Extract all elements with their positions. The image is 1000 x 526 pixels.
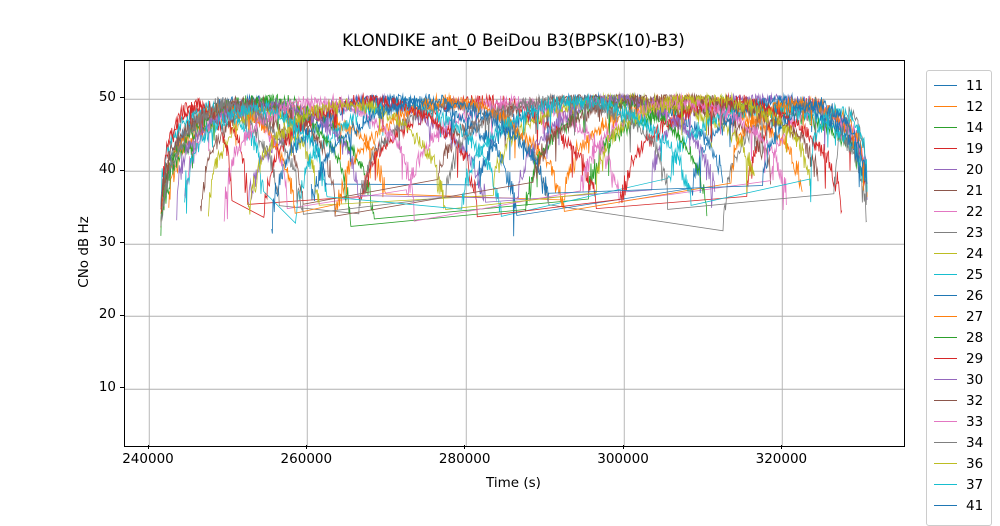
legend-item-11: 11 bbox=[927, 75, 991, 96]
legend-label: 24 bbox=[966, 245, 984, 262]
legend-item-29: 29 bbox=[927, 348, 991, 369]
legend-item-32: 32 bbox=[927, 390, 991, 411]
legend-item-20: 20 bbox=[927, 159, 991, 180]
legend-item-34: 34 bbox=[927, 432, 991, 453]
legend-line-swatch bbox=[934, 504, 957, 507]
legend-line-swatch bbox=[934, 231, 957, 234]
legend-label: 12 bbox=[966, 98, 984, 115]
legend-item-37: 37 bbox=[927, 474, 991, 495]
legend-line-swatch bbox=[934, 273, 957, 276]
legend-item-28: 28 bbox=[927, 327, 991, 348]
legend-line-swatch bbox=[934, 84, 957, 87]
legend-item-33: 33 bbox=[927, 411, 991, 432]
y-tick-label: 30 bbox=[98, 233, 116, 250]
legend-item-26: 26 bbox=[927, 285, 991, 306]
y-tick-mark bbox=[120, 314, 124, 316]
legend-line-swatch bbox=[934, 147, 957, 150]
x-tick-label: 300000 bbox=[597, 451, 649, 467]
chart-canvas bbox=[124, 60, 904, 446]
legend-line-swatch bbox=[934, 210, 957, 213]
legend-label: 19 bbox=[966, 140, 984, 157]
x-tick-label: 240000 bbox=[122, 451, 174, 467]
figure: { "chart_data": { "type": "line", "title… bbox=[76, 31, 992, 526]
x-tick-mark bbox=[622, 445, 624, 449]
x-tick-label: 280000 bbox=[438, 451, 491, 467]
chart-title: KLONDIKE ant_0 BeiDou B3(BPSK(10)-B3) bbox=[342, 31, 685, 50]
legend-item-19: 19 bbox=[927, 138, 991, 159]
legend-item-22: 22 bbox=[927, 201, 991, 222]
legend-line-swatch bbox=[934, 378, 957, 381]
legend-label: 23 bbox=[966, 224, 984, 241]
legend-line-swatch bbox=[934, 294, 957, 297]
legend-label: 34 bbox=[966, 434, 984, 451]
legend-line-swatch bbox=[934, 252, 957, 255]
legend-label: 21 bbox=[966, 182, 984, 199]
y-tick-mark bbox=[120, 387, 124, 389]
legend-line-swatch bbox=[934, 399, 957, 402]
legend-label: 11 bbox=[966, 77, 984, 94]
legend-item-23: 23 bbox=[927, 222, 991, 243]
y-tick-mark bbox=[120, 97, 124, 99]
legend-item-27: 27 bbox=[927, 306, 991, 327]
legend-line-swatch bbox=[934, 462, 957, 465]
y-tick-label: 50 bbox=[98, 88, 116, 105]
legend-label: 30 bbox=[966, 371, 984, 388]
legend-label: 25 bbox=[966, 266, 984, 283]
x-tick-mark bbox=[305, 445, 307, 449]
legend: 11 12 14 19 20 21 22 23 24 25 26 27 28 29 30 32 33 34 36 37… bbox=[926, 70, 992, 526]
legend-item-21: 21 bbox=[927, 180, 991, 201]
legend-label: 14 bbox=[966, 119, 984, 136]
legend-line-swatch bbox=[934, 126, 957, 129]
legend-label: 27 bbox=[966, 308, 984, 325]
x-axis-label: Time (s) bbox=[486, 475, 541, 491]
y-axis-label: CNo dB Hz bbox=[76, 216, 92, 288]
y-tick-label: 40 bbox=[98, 161, 116, 178]
legend-label: 28 bbox=[966, 329, 984, 346]
legend-line-swatch bbox=[934, 168, 957, 171]
legend-line-swatch bbox=[934, 420, 957, 423]
legend-item-41: 41 bbox=[927, 495, 991, 516]
x-tick-label: 260000 bbox=[280, 451, 333, 467]
legend-item-36: 36 bbox=[927, 453, 991, 474]
legend-line-swatch bbox=[934, 483, 957, 486]
legend-label: 29 bbox=[966, 350, 984, 367]
legend-line-swatch bbox=[934, 315, 957, 318]
legend-label: 22 bbox=[966, 203, 984, 220]
legend-item-14: 14 bbox=[927, 117, 991, 138]
legend-label: 20 bbox=[966, 161, 984, 178]
legend-line-swatch bbox=[934, 336, 957, 339]
x-tick-mark bbox=[780, 445, 782, 449]
legend-item-24: 24 bbox=[927, 243, 991, 264]
x-tick-mark bbox=[464, 445, 466, 449]
x-tick-label: 320000 bbox=[755, 451, 808, 467]
plot-area bbox=[123, 59, 905, 447]
legend-item-30: 30 bbox=[927, 369, 991, 390]
legend-label: 37 bbox=[966, 476, 984, 493]
y-tick-mark bbox=[120, 169, 124, 171]
legend-item-12: 12 bbox=[927, 96, 991, 117]
x-tick-mark bbox=[147, 445, 149, 449]
legend-line-swatch bbox=[934, 441, 957, 444]
legend-label: 36 bbox=[966, 455, 984, 472]
legend-label: 32 bbox=[966, 392, 984, 409]
y-tick-mark bbox=[120, 242, 124, 244]
y-tick-label: 10 bbox=[98, 378, 116, 395]
legend-line-swatch bbox=[934, 189, 957, 192]
legend-line-swatch bbox=[934, 105, 957, 108]
legend-item-25: 25 bbox=[927, 264, 991, 285]
legend-label: 33 bbox=[966, 413, 984, 430]
legend-line-swatch bbox=[934, 357, 957, 360]
y-tick-label: 20 bbox=[98, 306, 116, 323]
legend-label: 26 bbox=[966, 287, 984, 304]
